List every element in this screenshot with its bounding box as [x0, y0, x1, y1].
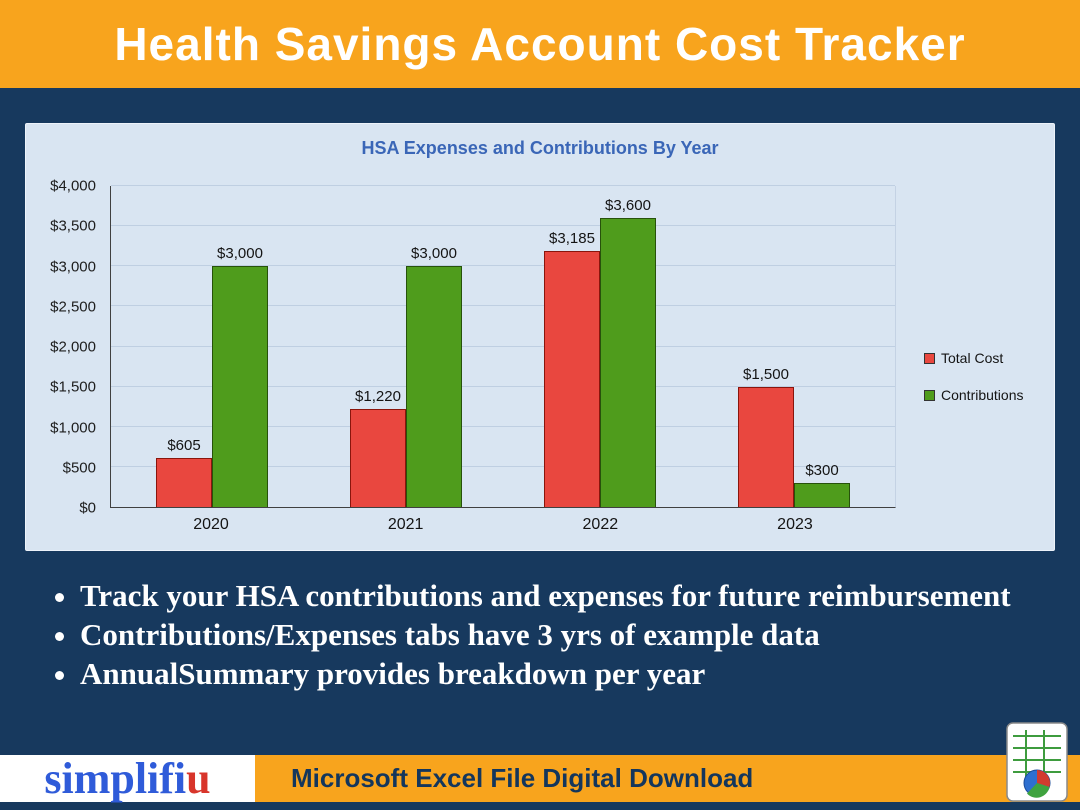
legend-swatch: [924, 389, 935, 401]
bar-contributions-2023: $300: [794, 462, 850, 507]
y-tick-label: $2,500: [50, 298, 96, 316]
y-tick-label: $500: [62, 459, 96, 477]
gridline: [111, 385, 895, 387]
excel-file-icon: [1006, 722, 1068, 802]
y-tick-label: $0: [79, 499, 96, 517]
gridline: [111, 425, 895, 427]
bar-value-label: $3,000: [411, 245, 457, 263]
logo-text-main: simplifi: [44, 753, 187, 803]
y-tick-label: $1,500: [50, 378, 96, 396]
x-tick-label: 2021: [387, 516, 424, 533]
chart-title: HSA Expenses and Contributions By Year: [361, 138, 719, 158]
gridline: [111, 305, 895, 307]
bar-total-cost-2021: $1,220: [350, 388, 406, 507]
legend-label: Total Cost: [941, 350, 1004, 366]
y-tick-label: $1,000: [50, 419, 96, 436]
bar-value-label: $605: [167, 437, 201, 455]
y-tick-label: $4,000: [50, 177, 96, 195]
gridline: [111, 345, 895, 347]
legend-item-contributions: Contributions: [924, 387, 1024, 403]
legend-label: Contributions: [941, 387, 1024, 403]
bar-value-label: $3,185: [549, 230, 595, 248]
bar-groups: $605 $3,000 $1,220 $3,000 $3,185 $3,600 $1,500…: [111, 186, 895, 507]
gridline: [111, 265, 895, 267]
gridline: [111, 185, 895, 186]
bar-value-label: $3,000: [217, 245, 263, 263]
y-tick-label: $2,000: [50, 338, 96, 356]
footer-text: Microsoft Excel File Digital Download: [291, 763, 754, 793]
brand-logo: simplifi u: [0, 755, 255, 802]
bar-group-2022: $3,185 $3,600: [544, 186, 656, 507]
bullet-item: AnnualSummary provides breakdown per yea…: [80, 655, 1053, 693]
footer-bar: simplifi u Microsoft Excel File Digital D…: [0, 755, 1080, 802]
bar-value-label: $1,500: [743, 365, 789, 383]
y-tick-label: $3,000: [50, 258, 96, 275]
chart-panel: HSA Expenses and Contributions By Year $…: [25, 123, 1055, 551]
bar-contributions-2022: $3,600: [600, 197, 656, 507]
gridline: [111, 225, 895, 227]
legend-item-total-cost: Total Cost: [924, 350, 1024, 366]
legend-swatch: [924, 352, 935, 364]
bar-contributions-2020: $3,000: [212, 245, 268, 507]
bar-total-cost-2023: $1,500: [738, 366, 794, 507]
bullet-item: Track your HSA contributions and expense…: [80, 577, 1053, 615]
feature-bullets: Track your HSA contributions and expense…: [48, 577, 1053, 694]
plot-area: $605 $3,000 $1,220 $3,000 $3,185 $3,600 $1,500…: [110, 185, 896, 508]
bullet-item: Contributions/Expenses tabs have 3 yrs o…: [80, 616, 1053, 654]
legend: Total Cost Contributions: [924, 350, 1024, 403]
bar-group-2023: $1,500 $300: [738, 186, 850, 507]
x-tick-label: 2022: [582, 516, 619, 533]
x-axis-labels: 2020 2021 2022 2023: [110, 516, 896, 534]
header-banner: Health Savings Account Cost Tracker: [0, 0, 1080, 88]
page-title: Health Savings Account Cost Tracker: [114, 18, 966, 70]
x-tick-label: 2023: [777, 516, 813, 533]
gridline: [111, 465, 895, 467]
bar-value-label: $300: [805, 461, 839, 479]
bar-group-2021: $1,220 $3,000: [350, 186, 462, 507]
y-axis-labels: $0 $500 $1,000 $1,500 $2,000 $2,500 $3,000 $3,5…: [26, 178, 104, 517]
bar-total-cost-2022: $3,185: [544, 230, 600, 507]
bar-contributions-2021: $3,000: [406, 245, 462, 507]
bar-value-label: $1,220: [355, 388, 401, 406]
logo-text-accent: u: [186, 753, 211, 803]
bar-value-label: $3,600: [605, 197, 651, 215]
bar-group-2020: $605 $3,000: [156, 186, 268, 507]
bar-total-cost-2020: $605: [156, 437, 212, 507]
x-tick-label: 2020: [193, 516, 229, 533]
y-tick-label: $3,500: [50, 217, 96, 235]
